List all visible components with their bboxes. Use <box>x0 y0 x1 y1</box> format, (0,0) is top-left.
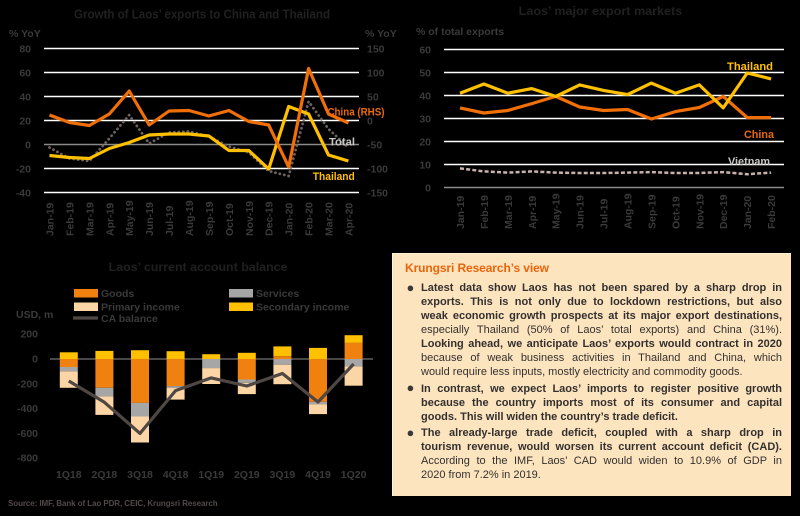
svg-text:May-19: May-19 <box>551 193 563 229</box>
svg-text:% YoY: % YoY <box>365 28 397 40</box>
svg-text:Mar-19: Mar-19 <box>84 202 96 236</box>
svg-text:4Q18: 4Q18 <box>163 469 189 481</box>
svg-text:May-19: May-19 <box>124 200 136 236</box>
svg-text:-100: -100 <box>367 164 388 176</box>
svg-text:0: 0 <box>425 183 431 195</box>
svg-text:Sep-19: Sep-19 <box>204 201 216 236</box>
svg-text:200: 200 <box>20 329 38 341</box>
svg-text:Feb-19: Feb-19 <box>64 202 76 236</box>
svg-text:20: 20 <box>19 116 31 128</box>
svg-text:80: 80 <box>19 44 31 56</box>
svg-text:-800: -800 <box>17 453 38 465</box>
svg-text:Jan-20: Jan-20 <box>284 203 296 236</box>
svg-text:% YoY: % YoY <box>9 28 41 40</box>
svg-text:-150: -150 <box>367 188 388 200</box>
svg-text:Laos’ major export markets: Laos’ major export markets <box>519 4 683 18</box>
svg-text:Dec-19: Dec-19 <box>264 201 276 236</box>
svg-text:Laos’ current account balance: Laos’ current account balance <box>109 260 288 274</box>
svg-text:-200: -200 <box>17 378 38 390</box>
svg-text:Jun-19: Jun-19 <box>575 195 587 229</box>
svg-text:2Q18: 2Q18 <box>92 469 118 481</box>
svg-text:China (RHS): China (RHS) <box>328 107 385 119</box>
svg-text:Dec-19: Dec-19 <box>718 194 730 229</box>
svg-text:-50: -50 <box>367 140 382 152</box>
svg-text:0: 0 <box>25 140 31 152</box>
svg-text:4Q19: 4Q19 <box>305 469 331 481</box>
svg-text:Aug-19: Aug-19 <box>623 193 635 229</box>
svg-text:Apr-20: Apr-20 <box>343 203 355 236</box>
svg-text:1Q20: 1Q20 <box>341 469 367 481</box>
svg-text:100: 100 <box>367 68 385 80</box>
svg-text:Vietnam: Vietnam <box>728 156 770 168</box>
svg-text:Feb-19: Feb-19 <box>479 195 491 229</box>
svg-text:0: 0 <box>32 354 38 366</box>
svg-text:Thailand: Thailand <box>727 61 773 73</box>
svg-text:60: 60 <box>419 45 431 57</box>
svg-text:Secondary income: Secondary income <box>256 302 350 314</box>
svg-text:Jul-19: Jul-19 <box>599 198 611 229</box>
svg-text:Feb-20: Feb-20 <box>766 195 778 229</box>
svg-text:Oct-19: Oct-19 <box>670 196 682 229</box>
svg-text:Mar-20: Mar-20 <box>324 202 336 236</box>
svg-text:-400: -400 <box>17 403 38 415</box>
svg-text:Goods: Goods <box>101 288 134 300</box>
svg-text:1Q19: 1Q19 <box>198 469 224 481</box>
svg-text:Oct-19: Oct-19 <box>224 203 236 236</box>
svg-text:Nov-19: Nov-19 <box>694 194 706 229</box>
svg-text:40: 40 <box>19 92 31 104</box>
svg-text:10: 10 <box>419 160 431 172</box>
svg-text:20: 20 <box>419 137 431 149</box>
svg-text:CA balance: CA balance <box>101 313 158 325</box>
svg-text:Apr-19: Apr-19 <box>104 203 116 236</box>
svg-text:-600: -600 <box>17 428 38 440</box>
svg-text:1Q18: 1Q18 <box>56 469 82 481</box>
svg-text:150: 150 <box>367 44 385 56</box>
svg-text:China: China <box>744 129 775 141</box>
svg-text:Jan-19: Jan-19 <box>455 196 467 229</box>
svg-text:Jul-19: Jul-19 <box>164 205 176 236</box>
svg-text:Services: Services <box>256 288 299 300</box>
svg-text:Primary income: Primary income <box>101 302 180 314</box>
svg-text:-20: -20 <box>16 164 31 176</box>
svg-text:Mar-19: Mar-19 <box>503 195 515 229</box>
svg-text:Feb-20: Feb-20 <box>304 202 316 236</box>
svg-text:-40: -40 <box>16 188 31 200</box>
svg-text:Jun-19: Jun-19 <box>144 202 156 236</box>
svg-text:30: 30 <box>419 114 431 126</box>
svg-text:USD, m: USD, m <box>16 309 53 321</box>
svg-text:60: 60 <box>19 68 31 80</box>
svg-text:0: 0 <box>367 116 373 128</box>
svg-text:Thailand: Thailand <box>313 171 355 183</box>
svg-text:Jan-20: Jan-20 <box>742 196 754 229</box>
svg-text:Aug-19: Aug-19 <box>184 200 196 236</box>
svg-text:50: 50 <box>367 92 379 104</box>
svg-text:Sep-19: Sep-19 <box>646 194 658 229</box>
svg-text:Apr-19: Apr-19 <box>527 196 539 229</box>
svg-text:Jan-19: Jan-19 <box>45 203 57 236</box>
svg-text:3Q19: 3Q19 <box>270 469 296 481</box>
svg-text:Total: Total <box>329 137 355 149</box>
svg-text:Nov-19: Nov-19 <box>244 201 256 236</box>
svg-text:Growth of Laos’ exports to Chi: Growth of Laos’ exports to China and Tha… <box>74 7 330 22</box>
svg-text:3Q18: 3Q18 <box>127 469 153 481</box>
svg-text:40: 40 <box>419 91 431 103</box>
svg-text:50: 50 <box>419 68 431 80</box>
svg-text:% of total exports: % of total exports <box>416 26 504 38</box>
svg-text:2Q19: 2Q19 <box>234 469 260 481</box>
